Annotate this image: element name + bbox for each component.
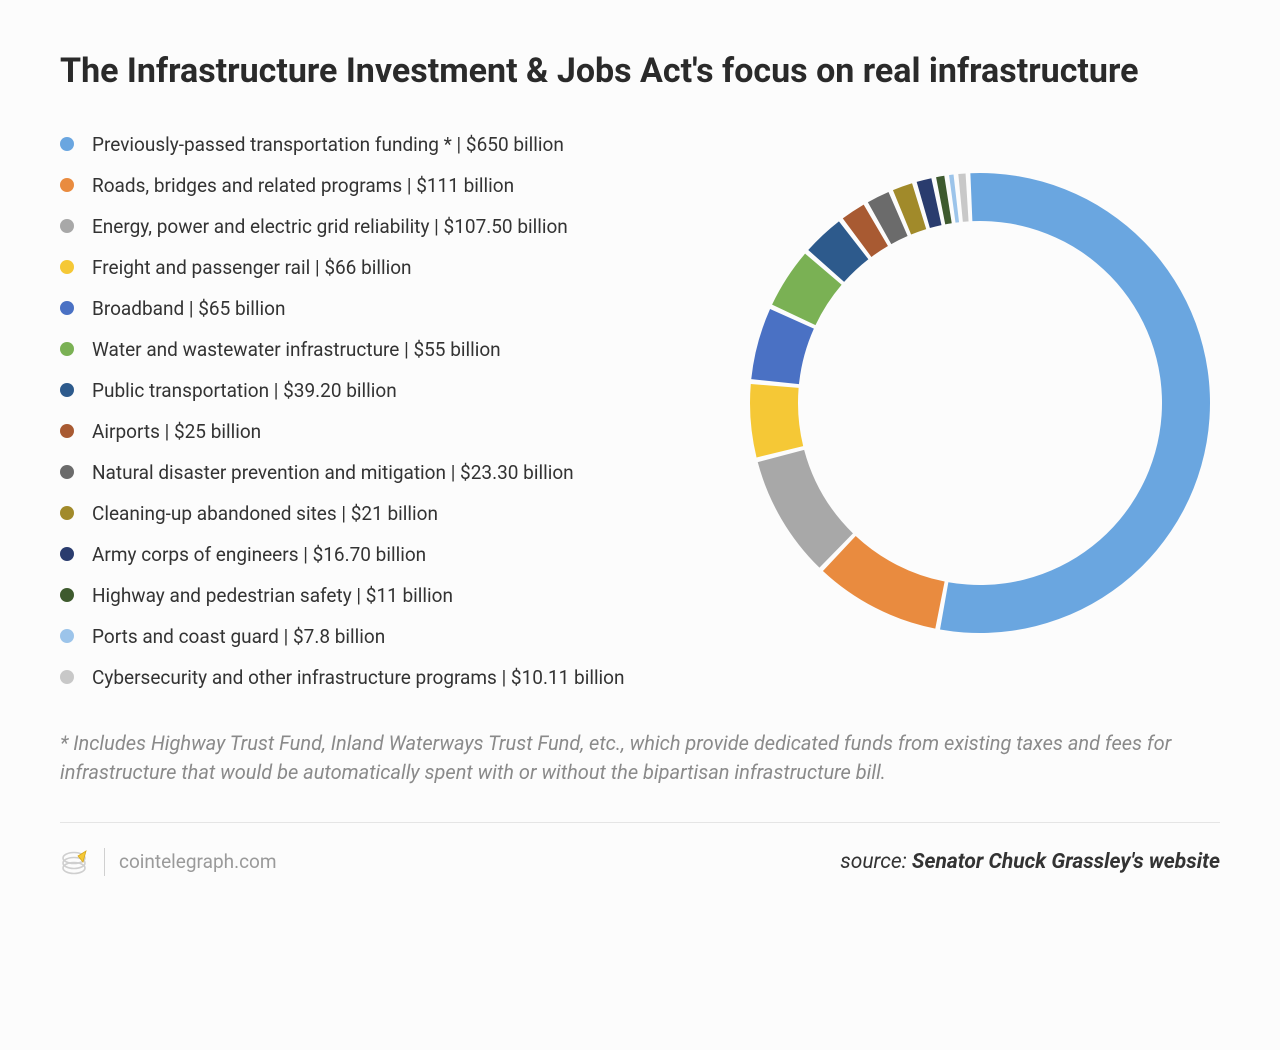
content-row: Previously-passed transportation funding… — [60, 133, 1220, 689]
donut-slice — [751, 309, 814, 384]
legend-dot-icon — [60, 137, 74, 151]
donut-slice — [940, 173, 1210, 633]
legend-dot-icon — [60, 424, 74, 438]
legend-label: Cleaning-up abandoned sites | $21 billio… — [92, 502, 438, 525]
brand-separator — [104, 848, 105, 876]
source-name: Senator Chuck Grassley's website — [912, 850, 1220, 874]
legend-label: Previously-passed transportation funding… — [92, 133, 564, 156]
source: source: Senator Chuck Grassley's website — [840, 850, 1220, 874]
legend-item: Cleaning-up abandoned sites | $21 billio… — [60, 502, 700, 525]
legend-label: Army corps of engineers | $16.70 billion — [92, 543, 426, 566]
chart-title: The Infrastructure Investment & Jobs Act… — [60, 50, 1220, 93]
brand-logo-icon — [60, 848, 90, 876]
legend-dot-icon — [60, 670, 74, 684]
donut-chart — [740, 163, 1220, 643]
legend-label: Airports | $25 billion — [92, 420, 261, 443]
legend-label: Ports and coast guard | $7.8 billion — [92, 625, 385, 648]
footer: cointelegraph.com source: Senator Chuck … — [60, 822, 1220, 876]
brand: cointelegraph.com — [60, 848, 277, 876]
legend-label: Water and wastewater infrastructure | $5… — [92, 338, 501, 361]
legend-item: Energy, power and electric grid reliabil… — [60, 215, 700, 238]
legend-item: Ports and coast guard | $7.8 billion — [60, 625, 700, 648]
legend-item: Broadband | $65 billion — [60, 297, 700, 320]
legend-item: Army corps of engineers | $16.70 billion — [60, 543, 700, 566]
legend-item: Public transportation | $39.20 billion — [60, 379, 700, 402]
legend-item: Roads, bridges and related programs | $1… — [60, 174, 700, 197]
legend-dot-icon — [60, 506, 74, 520]
legend-dot-icon — [60, 342, 74, 356]
legend-item: Highway and pedestrian safety | $11 bill… — [60, 584, 700, 607]
legend-item: Airports | $25 billion — [60, 420, 700, 443]
legend-dot-icon — [60, 547, 74, 561]
legend-dot-icon — [60, 383, 74, 397]
legend-label: Energy, power and electric grid reliabil… — [92, 215, 568, 238]
source-label: source: — [840, 850, 912, 874]
footnote: * Includes Highway Trust Fund, Inland Wa… — [60, 729, 1220, 787]
legend-dot-icon — [60, 629, 74, 643]
legend-dot-icon — [60, 465, 74, 479]
legend-dot-icon — [60, 301, 74, 315]
legend-dot-icon — [60, 178, 74, 192]
legend-item: Natural disaster prevention and mitigati… — [60, 461, 700, 484]
legend-item: Previously-passed transportation funding… — [60, 133, 700, 156]
legend-dot-icon — [60, 260, 74, 274]
donut-slice — [823, 535, 945, 628]
donut-slice — [949, 174, 959, 222]
legend-label: Public transportation | $39.20 billion — [92, 379, 397, 402]
legend-label: Natural disaster prevention and mitigati… — [92, 461, 574, 484]
donut-slice — [758, 449, 853, 567]
legend-item: Water and wastewater infrastructure | $5… — [60, 338, 700, 361]
legend-label: Cybersecurity and other infrastructure p… — [92, 666, 625, 689]
legend-label: Freight and passenger rail | $66 billion — [92, 256, 412, 279]
legend: Previously-passed transportation funding… — [60, 133, 700, 689]
donut-slice — [958, 173, 968, 221]
legend-label: Broadband | $65 billion — [92, 297, 285, 320]
donut-slice — [750, 383, 803, 457]
brand-name: cointelegraph.com — [119, 850, 277, 873]
legend-item: Freight and passenger rail | $66 billion — [60, 256, 700, 279]
legend-label: Highway and pedestrian safety | $11 bill… — [92, 584, 453, 607]
legend-dot-icon — [60, 588, 74, 602]
legend-dot-icon — [60, 219, 74, 233]
legend-item: Cybersecurity and other infrastructure p… — [60, 666, 700, 689]
legend-label: Roads, bridges and related programs | $1… — [92, 174, 514, 197]
